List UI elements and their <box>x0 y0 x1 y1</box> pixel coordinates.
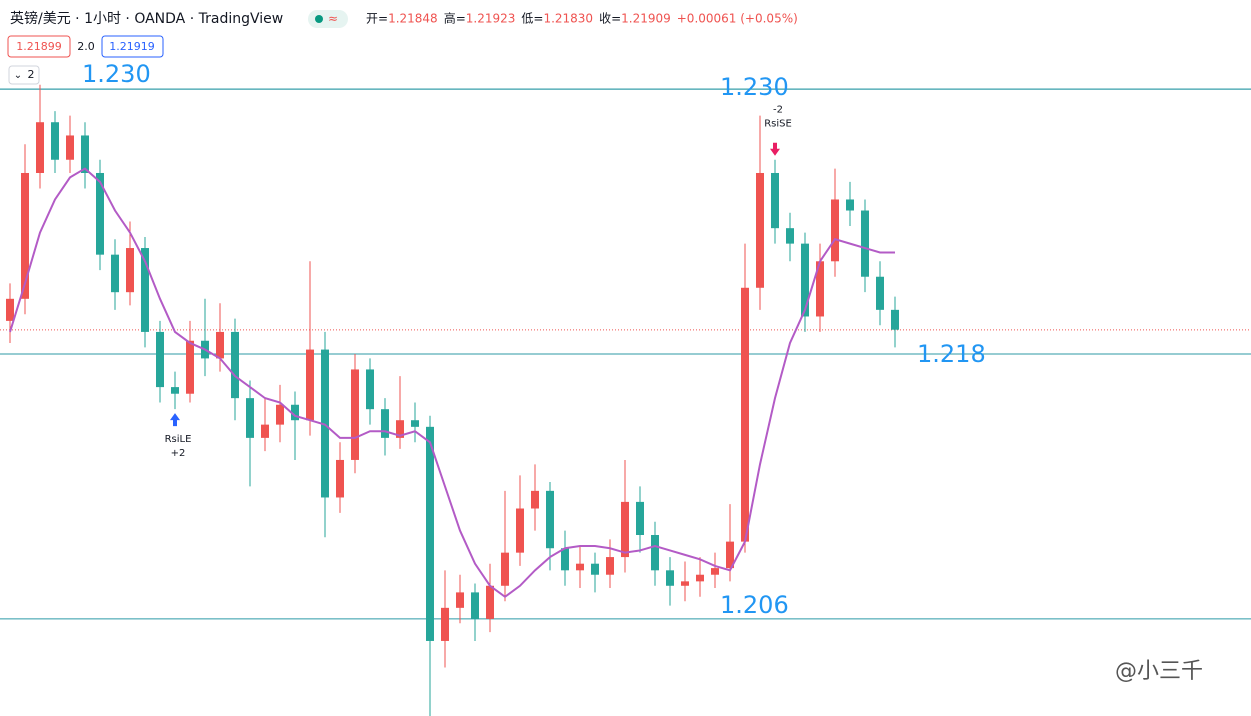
candle-body <box>291 404 299 421</box>
candle-body <box>561 548 569 571</box>
candle-body <box>171 387 179 394</box>
candle-body <box>576 563 584 571</box>
plot-area: 1.230 1.230 1.218 1.206 RsiLE +2 -2 RsiSE <box>0 60 1251 716</box>
candle-body <box>441 607 449 641</box>
ohlc-header: 开= 1.21848 高= 1.21923 低= 1.21830 收= 1.21909 +0.0… <box>366 11 798 26</box>
candle-body <box>861 210 869 277</box>
candle-body <box>501 552 509 586</box>
ohlc-label: 收= <box>599 12 621 26</box>
ohlc-value: 1.21830 <box>543 12 593 26</box>
candle-body <box>606 557 614 575</box>
candle-body <box>186 340 194 394</box>
candle-body <box>531 490 539 509</box>
candle-body <box>381 409 389 438</box>
signal-name: RsiLE <box>165 434 192 445</box>
ohlc-value: 1.21848 <box>388 12 438 26</box>
candle-body <box>216 331 224 359</box>
ohlc-label: 高= <box>444 11 466 26</box>
candle-body <box>696 574 704 582</box>
signal-qty: +2 <box>171 448 186 459</box>
candle-body <box>396 420 404 438</box>
candle-body <box>411 420 419 427</box>
candle-body <box>891 309 899 330</box>
ask-price: 1.21919 <box>109 40 155 53</box>
candle-body <box>741 287 749 542</box>
indicator-toggle[interactable] <box>8 65 40 85</box>
candle-body <box>756 172 764 288</box>
candle-body <box>681 581 689 586</box>
candle-body <box>36 122 44 173</box>
candle-body <box>321 349 329 498</box>
candle-body <box>276 404 284 425</box>
candle-body <box>111 254 119 293</box>
candle-body <box>831 199 839 262</box>
candle-body <box>651 534 659 571</box>
candle-body <box>546 490 554 549</box>
status-pill <box>308 10 348 28</box>
candle-body <box>816 261 824 317</box>
candle-body <box>801 243 809 317</box>
candle-body <box>96 172 104 255</box>
ohlc-label: 开= <box>366 12 388 26</box>
candle-body <box>846 199 854 211</box>
moving-average <box>9 167 895 599</box>
candle-body <box>486 585 494 619</box>
level-label: 1.218 <box>917 340 986 368</box>
candle-body <box>66 135 74 160</box>
level-label: 1.230 <box>720 73 789 101</box>
candle-body <box>261 424 269 438</box>
ohlc-value: +0.00061 (+0.05%) <box>677 12 798 26</box>
candle-body <box>336 459 344 498</box>
candle-body <box>21 172 29 299</box>
candle-body <box>876 276 884 310</box>
candle-body <box>306 349 314 421</box>
candle-body <box>366 369 374 410</box>
indicator-count: 2 <box>28 68 35 81</box>
candle-body <box>591 563 599 575</box>
candle-body <box>6 298 14 321</box>
candle-body <box>636 501 644 535</box>
candle-body <box>231 331 239 399</box>
signal-qty: -2 <box>773 105 783 116</box>
long-arrow <box>170 413 180 427</box>
candle-body <box>426 426 434 641</box>
candle-body <box>711 568 719 575</box>
candle-body <box>351 369 359 460</box>
candle-body <box>666 570 674 586</box>
candle-body <box>246 398 254 438</box>
level-label: 1.230 <box>82 60 151 88</box>
candle-body <box>786 228 794 244</box>
candle-body <box>771 172 779 229</box>
signal-name: RsiSE <box>764 119 792 130</box>
candle-body <box>51 122 59 160</box>
chevron: ⌄ <box>14 70 22 81</box>
bid-price: 1.21899 <box>16 40 62 53</box>
spread: 2.0 <box>77 40 95 53</box>
ohlc-value: 1.21923 <box>466 12 516 26</box>
status-icon: ≈ <box>328 12 338 26</box>
candle-body <box>126 248 134 293</box>
symbol-title: 英镑/美元 · 1小时 · OANDA · TradingView <box>10 10 283 27</box>
watermark: @小三千 <box>1115 659 1203 684</box>
status-dot <box>315 15 323 23</box>
candle-body <box>141 248 149 332</box>
candle-body <box>81 135 89 173</box>
short-arrow <box>770 142 780 156</box>
candle-body <box>156 331 164 388</box>
ohlc-value: 1.21909 <box>621 12 671 26</box>
candle-body <box>726 541 734 569</box>
level-label: 1.206 <box>720 591 789 619</box>
candle-body <box>516 508 524 553</box>
candle-body <box>471 592 479 619</box>
candle-body <box>621 501 629 558</box>
ask-box[interactable] <box>101 35 164 58</box>
bid-box[interactable] <box>7 35 71 58</box>
candle-body <box>456 592 464 608</box>
ohlc-label: 低= <box>521 12 543 26</box>
